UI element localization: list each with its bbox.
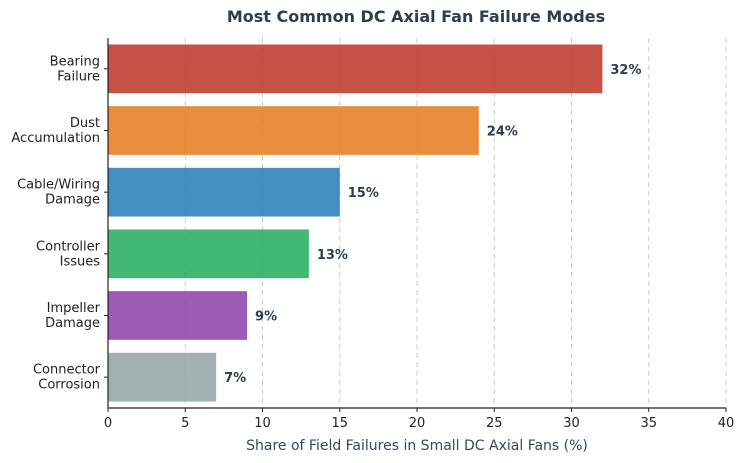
category-label-line: Corrosion (38, 378, 100, 393)
x-tick-label: 15 (331, 416, 348, 431)
x-tick-label: 5 (181, 416, 189, 431)
category-label: Dust Accumulation (11, 116, 100, 146)
x-tick-label: 0 (104, 416, 112, 431)
x-ticks: 0 5 10 15 20 25 30 35 40 (104, 408, 734, 431)
category-label-line: Accumulation (11, 131, 100, 146)
category-labels: Bearing Failure Dust Accumulation Cable/Wiri… (11, 54, 108, 393)
data-label: 13% (317, 248, 348, 263)
grid (184, 38, 727, 408)
category-label: Impeller Damage (45, 301, 101, 331)
category-label-line: Cable/Wiring (17, 178, 100, 193)
category-label-line: Controller (36, 239, 101, 254)
category-label-line: Damage (45, 193, 100, 208)
data-labels: 32% 24% 15% 13% 9% 7% (224, 63, 641, 386)
data-label: 24% (487, 125, 518, 140)
data-label: 9% (255, 310, 277, 325)
x-tick-label: 40 (718, 416, 735, 431)
category-label: Bearing Failure (50, 54, 100, 84)
data-label: 32% (610, 63, 641, 78)
category-label-line: Dust (70, 116, 100, 131)
data-label: 15% (348, 186, 379, 201)
category-label-line: Damage (45, 316, 100, 331)
category-label-line: Issues (60, 254, 101, 269)
bar (108, 291, 248, 340)
category-label: Cable/Wiring Damage (17, 178, 100, 208)
x-tick-label: 20 (409, 416, 426, 431)
category-label-line: Bearing (50, 54, 100, 69)
bar (108, 352, 217, 402)
category-label-line: Failure (57, 69, 100, 84)
bar (108, 229, 309, 279)
bar (108, 106, 479, 155)
bars (108, 44, 603, 402)
category-label: Controller Issues (36, 239, 101, 269)
x-tick-label: 30 (563, 416, 580, 431)
data-label: 7% (224, 371, 246, 386)
x-axis-label: Share of Field Failures in Small DC Axia… (246, 438, 588, 454)
x-tick-label: 35 (640, 416, 657, 431)
bar (108, 167, 340, 217)
chart-title: Most Common DC Axial Fan Failure Modes (227, 7, 605, 26)
category-label: Connector Corrosion (33, 363, 101, 393)
bar (108, 44, 603, 94)
x-tick-label: 10 (254, 416, 271, 431)
category-label-line: Connector (33, 363, 101, 378)
category-label-line: Impeller (47, 301, 101, 316)
x-tick-label: 25 (486, 416, 503, 431)
